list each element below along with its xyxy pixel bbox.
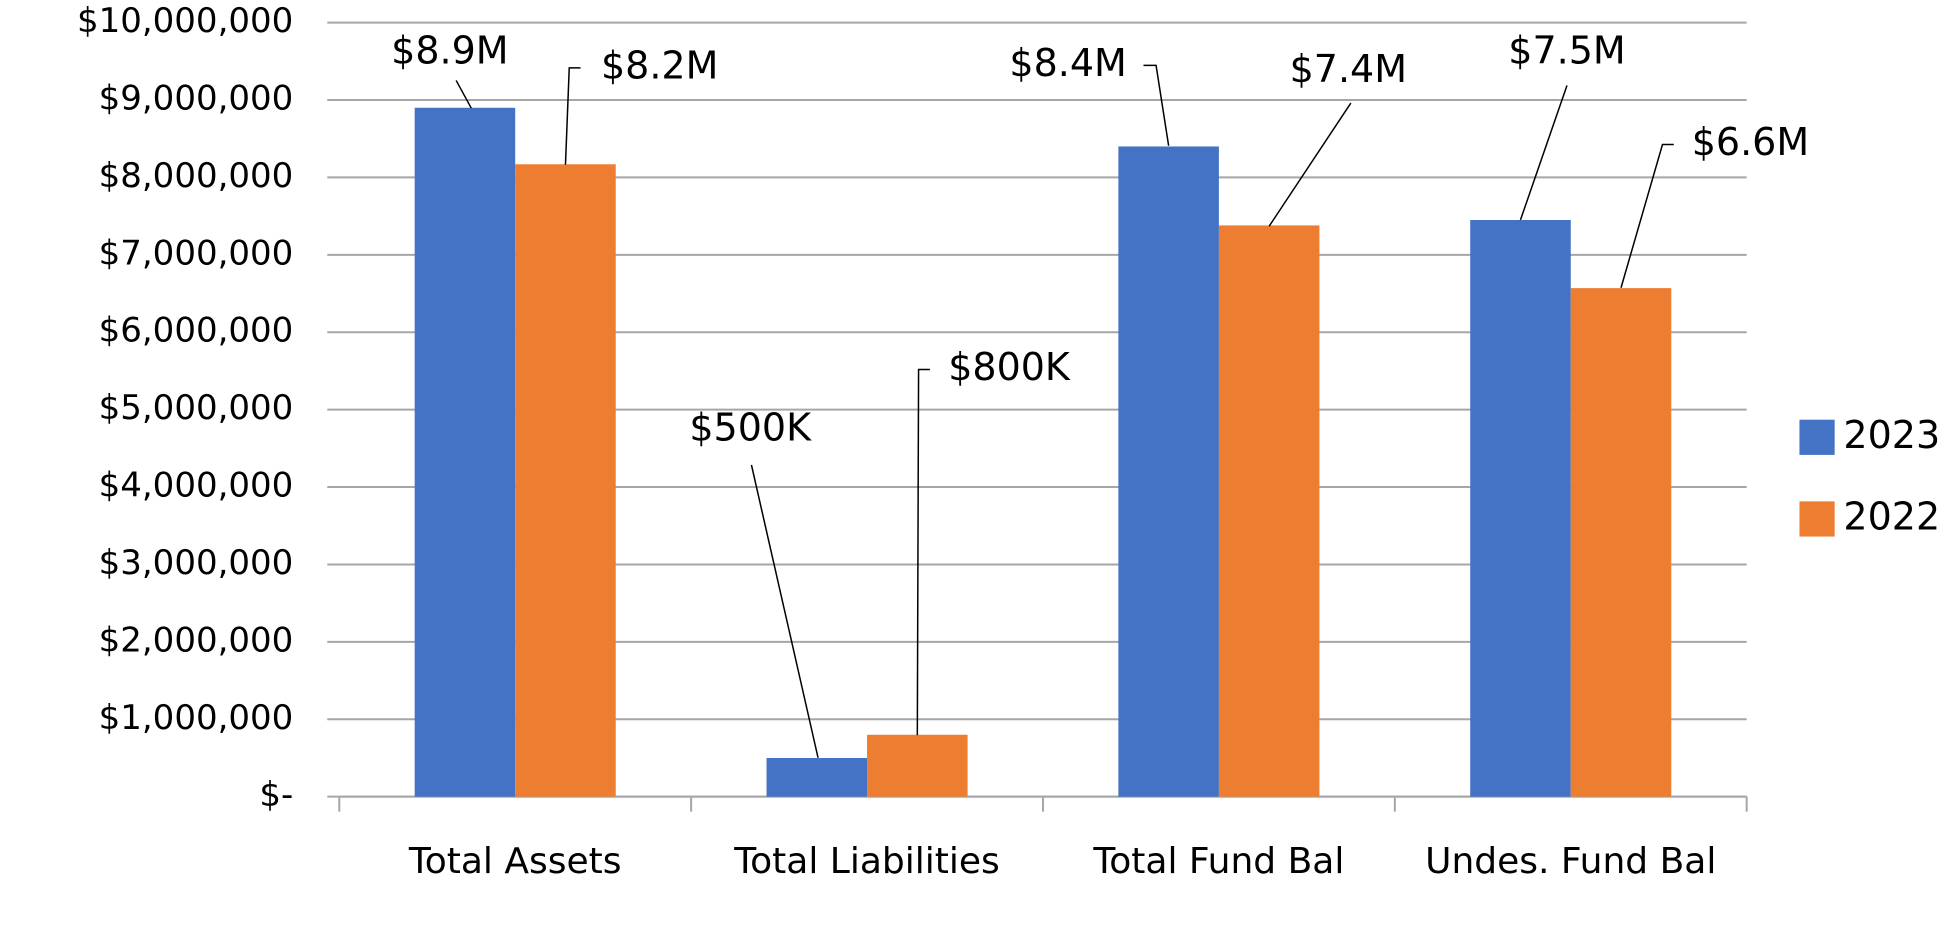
y-tick-label: $5,000,000 — [99, 388, 294, 428]
y-tick-label: $6,000,000 — [99, 311, 294, 351]
y-tick-label: $1,000,000 — [99, 698, 294, 738]
x-tick-label: Total Fund Bal — [1093, 840, 1345, 882]
leader-line — [750, 464, 819, 758]
bar — [1218, 225, 1320, 797]
leader-line — [916, 368, 930, 736]
data-label: $7.4M — [1290, 47, 1407, 91]
data-label: $800K — [948, 345, 1071, 389]
legend-label: 2022 — [1843, 494, 1940, 538]
legend-label: 2023 — [1843, 413, 1940, 457]
data-label: $500K — [689, 405, 812, 449]
y-tick-label: $8,000,000 — [99, 156, 294, 196]
data-label: $8.9M — [391, 28, 508, 72]
bar — [414, 107, 516, 797]
legend-swatch — [1799, 419, 1835, 455]
x-tick-label: Undes. Fund Bal — [1425, 840, 1717, 882]
data-label: $6.6M — [1692, 120, 1809, 164]
bar — [515, 164, 616, 797]
leader-line — [564, 67, 581, 165]
bar — [1570, 288, 1672, 797]
bar — [1118, 146, 1219, 797]
y-tick-label: $4,000,000 — [99, 466, 294, 506]
bar — [1470, 220, 1571, 797]
bar — [766, 757, 868, 797]
legend-swatch — [1799, 501, 1835, 537]
bar — [867, 734, 968, 797]
data-label: $8.4M — [1009, 41, 1126, 85]
y-tick-label: $7,000,000 — [99, 233, 294, 273]
data-label: $7.5M — [1508, 28, 1625, 72]
y-tick-label: $2,000,000 — [99, 620, 294, 660]
leader-line — [1519, 85, 1568, 221]
y-tick-label: $10,000,000 — [77, 1, 293, 41]
data-label: $8.2M — [601, 43, 718, 87]
leader-line — [1620, 143, 1674, 288]
leader-line — [1143, 64, 1170, 146]
leader-line — [1268, 102, 1352, 227]
leader-line — [455, 80, 472, 109]
y-tick-label: $- — [259, 775, 293, 815]
y-tick-label: $3,000,000 — [99, 543, 294, 583]
x-tick-label: Total Assets — [408, 840, 622, 882]
x-tick-label: Total Liabilities — [734, 840, 1000, 882]
y-tick-label: $9,000,000 — [99, 79, 294, 119]
